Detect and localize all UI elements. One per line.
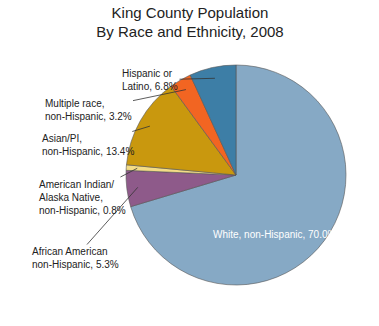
svg-text:Multiple race,non-Hispanic, 3.: Multiple race,non-Hispanic, 3.2% [45, 98, 132, 122]
svg-text:Hispanic orLatino, 6.8%: Hispanic orLatino, 6.8% [122, 68, 178, 92]
svg-text:African Americannon-Hispanic,: African Americannon-Hispanic, 5.3% [32, 246, 119, 270]
svg-text:Asian/PI,non-Hispanic, 13.4%: Asian/PI,non-Hispanic, 13.4% [42, 133, 134, 157]
svg-text:American Indian/Alaska Native,: American Indian/Alaska Native,non-Hispan… [39, 179, 126, 216]
svg-text:White, non-Hispanic, 70.0%: White, non-Hispanic, 70.0% [213, 229, 337, 240]
svg-text:King County PopulationBy Race: King County PopulationBy Race and Ethnic… [96, 4, 283, 41]
